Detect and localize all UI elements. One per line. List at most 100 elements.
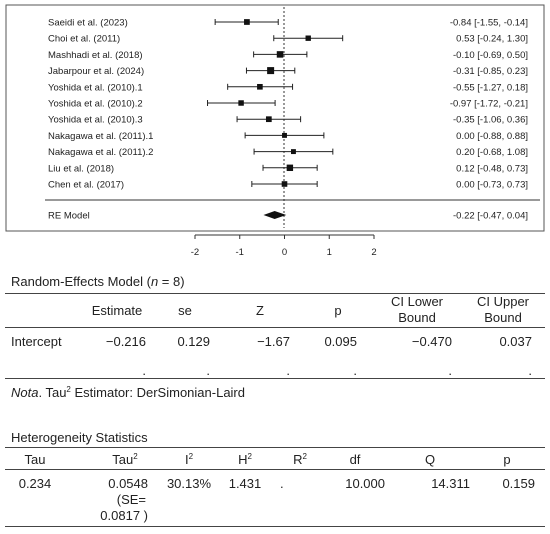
study-label: Saeidi et al. (2023) — [48, 18, 128, 29]
het-cell-r2: . — [280, 476, 284, 491]
study-rows: Saeidi et al. (2023) -0.84 [-1.55, -0.14]… — [48, 18, 528, 191]
summary-diamond — [263, 211, 287, 219]
study-ci-text: -0.97 [-1.72, -0.21] — [450, 99, 528, 110]
study-row: Yoshida et al. (2010).2 -0.97 [-1.72, -0.… — [48, 99, 528, 110]
re-header-p: p — [334, 303, 342, 318]
re-header-ci-upper-line1: CI Upper — [476, 294, 530, 309]
study-row: Nakagawa et al. (2011).1 0.00 [-0.88, 0.8… — [48, 131, 528, 142]
het-header-i2: I2 — [184, 452, 194, 467]
point-estimate — [305, 35, 311, 41]
point-estimate — [265, 116, 272, 123]
re-dot-z: . — [286, 363, 290, 378]
re-dot-estimate: . — [142, 363, 146, 378]
het-cell-p: 0.159 — [502, 476, 535, 491]
point-estimate — [267, 67, 275, 75]
study-label: Choi et al. (2011) — [48, 34, 120, 45]
study-row: Chen et al. (2017) 0.00 [-0.73, 0.73] — [48, 180, 528, 191]
forest-plot-frame — [5, 4, 545, 232]
het-cell-i2: 30.13% — [166, 476, 212, 491]
study-label: Yoshida et al. (2010).2 — [48, 99, 143, 110]
het-cell-h2: 1.431 — [228, 476, 262, 491]
point-estimate — [282, 132, 287, 138]
het-table-title: Heterogeneity Statistics — [11, 430, 148, 445]
study-label: Nakagawa et al. (2011).1 — [48, 131, 153, 142]
study-row: Yoshida et al. (2010).3 -0.35 [-1.06, 0.3… — [48, 115, 528, 126]
summary-row: RE Model -0.22 [-0.47, 0.04] — [48, 211, 528, 222]
re-header-ci-lower-line2: Bound — [398, 310, 436, 325]
summary-ci-text: -0.22 [-0.47, 0.04] — [453, 211, 528, 222]
point-estimate — [276, 51, 284, 58]
study-ci-text: -0.35 [-1.06, 0.36] — [453, 115, 528, 126]
study-label: Mashhadi et al. (2018) — [48, 50, 143, 61]
het-header-p: p — [503, 452, 511, 467]
x-tick-label: -2 — [191, 247, 199, 258]
nota-label: Nota — [11, 385, 39, 400]
het-cell-tau2: 0.0548 — [108, 476, 148, 491]
study-ci-text: 0.12 [-0.48, 0.73] — [456, 163, 528, 174]
het-cell-tau2-se-2: 0.0817 ) — [100, 508, 148, 523]
study-ci-text: 0.00 [-0.88, 0.88] — [456, 131, 528, 142]
study-label: Jabarpour et al. (2024) — [48, 66, 144, 77]
re-dot-se: . — [206, 363, 210, 378]
study-ci-text: -0.84 [-1.55, -0.14] — [450, 18, 528, 29]
study-label: Chen et al. (2017) — [48, 180, 124, 191]
summary-label: RE Model — [48, 211, 90, 222]
study-row: Mashhadi et al. (2018) -0.10 [-0.69, 0.50… — [48, 50, 528, 61]
study-label: Nakagawa et al. (2011).2 — [48, 147, 153, 158]
study-label: Yoshida et al. (2010).1 — [48, 82, 143, 93]
study-label: Yoshida et al. (2010).3 — [48, 115, 143, 126]
het-table-rule-top — [5, 447, 545, 448]
re-row-label: Intercept — [11, 334, 62, 349]
re-cell-z: −1.67 — [257, 334, 290, 349]
het-header-df: df — [349, 452, 361, 467]
point-estimate — [244, 19, 250, 25]
study-ci-text: 0.00 [-0.73, 0.73] — [456, 180, 528, 191]
point-estimate — [238, 100, 244, 106]
point-estimate — [290, 149, 296, 155]
study-ci-text: 0.20 [-0.68, 1.08] — [456, 147, 528, 158]
study-ci-text: -0.55 [-1.27, 0.18] — [453, 82, 528, 93]
re-cell-ci-upper: 0.037 — [499, 334, 532, 349]
het-header-tau2: Tau2 — [112, 452, 138, 467]
study-ci-text: -0.31 [-0.85, 0.23] — [453, 66, 528, 77]
study-row: Saeidi et al. (2023) -0.84 [-1.55, -0.14] — [48, 18, 528, 29]
point-estimate — [281, 181, 288, 187]
het-cell-q: 14.311 — [431, 476, 470, 491]
x-tick-label: 0 — [282, 247, 287, 258]
x-tick-label: 1 — [327, 247, 332, 258]
re-cell-ci-lower: −0.470 — [411, 334, 452, 349]
het-cell-tau: 0.234 — [18, 476, 52, 491]
re-header-estimate: Estimate — [91, 303, 143, 318]
forest-plot: Saeidi et al. (2023) -0.84 [-1.55, -0.14]… — [5, 4, 545, 258]
re-header-ci-lower: CI Lower Bound — [372, 294, 462, 326]
re-cell-se: 0.129 — [177, 334, 210, 349]
het-table-rule-mid — [5, 469, 545, 470]
re-header-ci-upper: CI Upper Bound — [458, 294, 548, 326]
het-header-tau: Tau — [24, 452, 46, 467]
x-tick-label: -1 — [236, 247, 244, 258]
x-axis-ticks: -2 -1 0 1 2 — [191, 235, 377, 258]
study-ci-text: -0.10 [-0.69, 0.50] — [453, 50, 528, 61]
study-row: Jabarpour et al. (2024) -0.31 [-0.85, 0.2… — [48, 66, 528, 77]
re-header-z: Z — [256, 303, 264, 318]
x-tick-label: 2 — [371, 247, 376, 258]
het-cell-tau2-se-1: (SE= — [116, 492, 146, 507]
study-row: Yoshida et al. (2010).1 -0.55 [-1.27, 0.1… — [48, 82, 528, 93]
nota-note: Nota. Tau2 Estimator: DerSimonian-Laird — [11, 385, 245, 400]
het-header-h2: H2 — [238, 452, 252, 467]
het-header-r2: R2 — [293, 452, 307, 467]
het-table-rule-bottom — [5, 526, 545, 527]
point-estimate — [286, 164, 294, 172]
het-header-q: Q — [424, 452, 436, 467]
re-header-ci-upper-line2: Bound — [484, 310, 522, 325]
study-label: Liu et al. (2018) — [48, 163, 114, 174]
re-dot-ci-lower: . — [448, 363, 452, 378]
re-cell-estimate: −0.216 — [105, 334, 146, 349]
point-estimate — [257, 83, 263, 90]
re-header-se: se — [178, 303, 192, 318]
re-dot-ci-upper: . — [528, 363, 532, 378]
study-ci-text: 0.53 [-0.24, 1.30] — [456, 34, 528, 45]
study-row: Liu et al. (2018) 0.12 [-0.48, 0.73] — [48, 163, 528, 174]
het-cell-df: 10.000 — [345, 476, 385, 491]
re-table-rule-bottom — [5, 378, 545, 379]
